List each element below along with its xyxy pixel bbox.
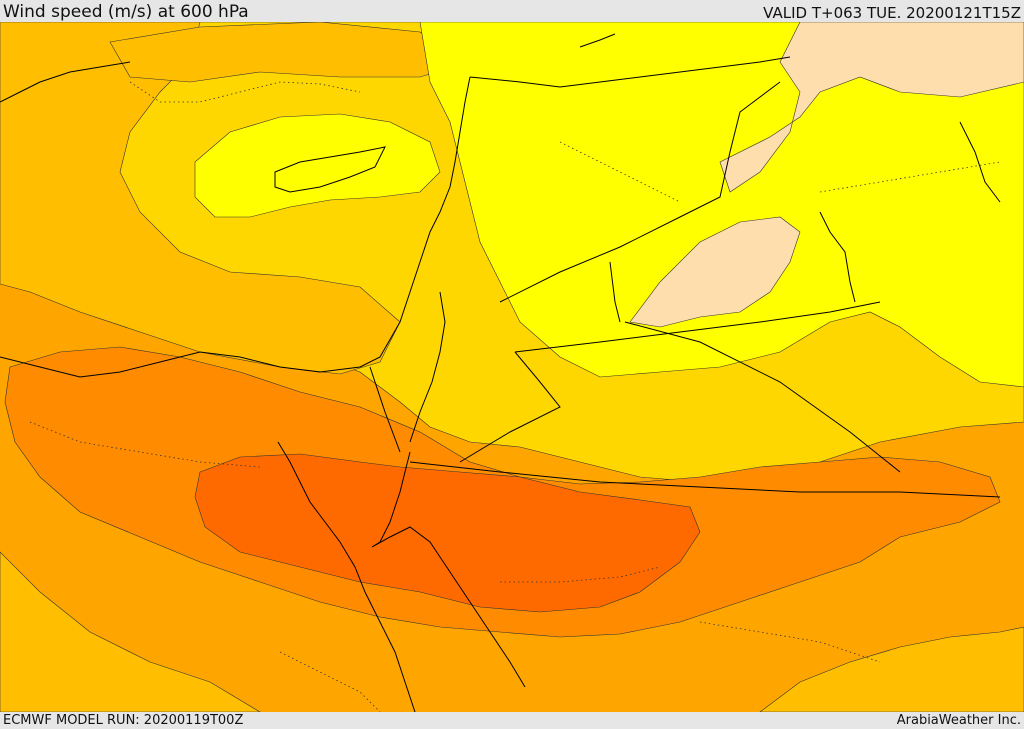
header-bar: Wind speed (m/s) at 600 hPa VALID T+063 … [0, 0, 1024, 22]
band-amber-north [109, 22, 471, 83]
model-run-label: ECMWF MODEL RUN: 20200119T00Z [3, 713, 244, 728]
coastlines-and-borders [0, 33, 1001, 712]
band-yellow [419, 22, 1024, 388]
band-red-orange [194, 453, 701, 613]
valid-time-label: VALID T+063 TUE. 20200121T15Z [763, 4, 1021, 22]
credit-label: ArabiaWeather Inc. [896, 713, 1021, 728]
band-light-peach [629, 22, 1024, 328]
band-amber-southwest [0, 551, 261, 712]
footer-bar: ECMWF MODEL RUN: 20200119T00Z ArabiaWeat… [0, 712, 1024, 729]
map-title: Wind speed (m/s) at 600 hPa [3, 2, 249, 22]
map-svg [0, 22, 1024, 712]
band-amber-southeast [759, 626, 1024, 712]
band-yellow-cyprus [194, 113, 441, 218]
wind-speed-map [0, 22, 1024, 712]
dotted-contours [29, 81, 1001, 712]
band-amber-northwest [0, 22, 401, 375]
